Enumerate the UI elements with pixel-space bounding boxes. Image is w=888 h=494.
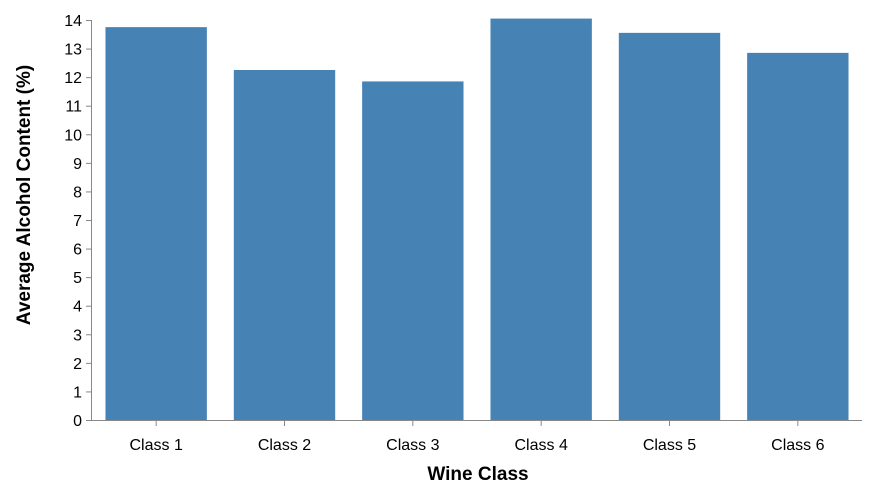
y-tick-label: 11 [65,99,82,116]
x-axis: Class 1 Class 2 Class 3 Class 4 Class 5 Class… [86,420,862,454]
bar-class-6 [747,52,849,421]
y-tick-label: 1 [73,384,82,401]
x-tick-label: Class 2 [258,437,311,454]
y-tick-label: 12 [64,70,82,87]
bars [105,18,849,421]
bar-class-4 [490,18,592,420]
x-axis-title: Wine Class [427,464,528,485]
y-tick-label: 5 [73,270,82,287]
y-tick-label: 0 [73,413,82,430]
y-axis-title: Average Alcohol Content (%) [14,65,35,325]
y-tick-label: 7 [73,213,82,230]
y-tick-label: 9 [73,156,82,173]
y-tick-label: 13 [64,42,82,59]
x-tick-label: Class 4 [514,437,567,454]
y-tick-label: 3 [73,327,82,344]
y-tick-label: 4 [73,299,82,316]
y-tick-label: 8 [73,184,82,201]
x-tick-label: Class 3 [386,437,439,454]
y-tick-label: 2 [73,356,82,373]
y-tick-label: 10 [64,127,82,144]
bar-class-2 [233,70,336,420]
x-tick-label: Class 6 [771,437,824,454]
x-tick-label: Class 1 [129,437,182,454]
x-tick-label: Class 5 [643,437,696,454]
y-tick-label: 6 [73,242,82,259]
bar-class-5 [618,32,721,421]
bar-class-3 [362,81,464,421]
bar-class-1 [105,27,207,420]
y-tick-label: 14 [64,13,82,30]
